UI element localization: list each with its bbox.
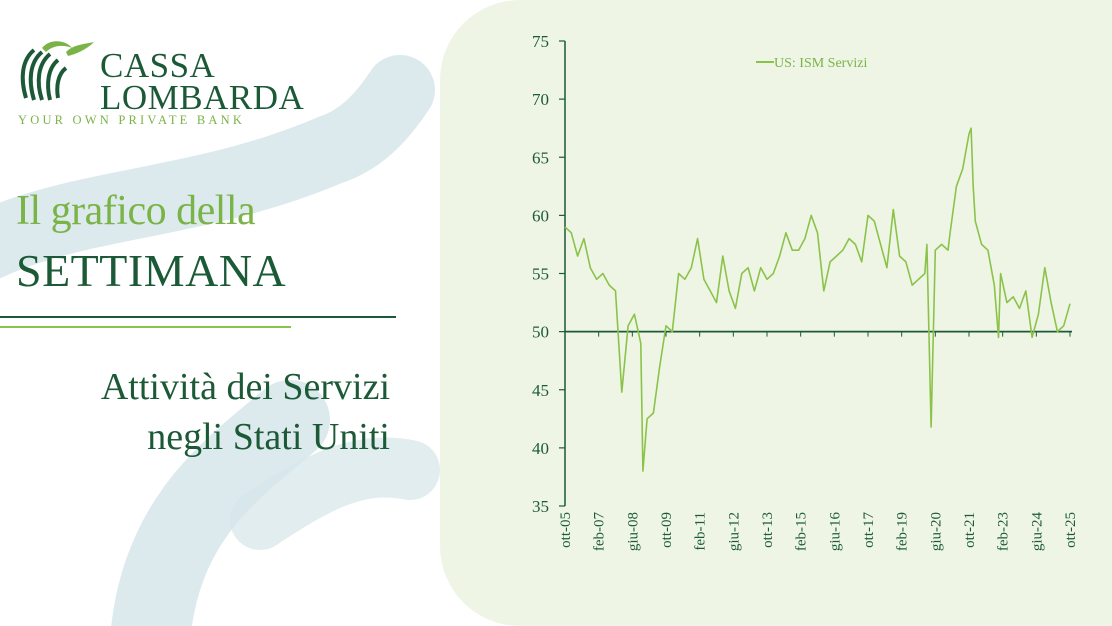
x-tick-label: ott-13: [760, 512, 776, 548]
chart-subject: Attività dei Servizi negli Stati Uniti: [10, 362, 390, 462]
x-tick-label: giu-12: [726, 512, 742, 551]
x-tick-label: feb-11: [693, 512, 709, 551]
x-axis: ott-05 feb-07 giu-08 ott-09 feb-11 giu-12 ott-…: [558, 330, 1079, 552]
x-tick-label: feb-19: [895, 512, 911, 551]
legend-label: US: ISM Servizi: [774, 56, 867, 71]
y-tick-label: 70: [532, 90, 549, 109]
y-tick-label: 50: [532, 323, 549, 342]
x-tick-label: giu-16: [827, 512, 843, 552]
plot-area: [564, 127, 1071, 472]
x-tick-label: ott-09: [659, 512, 675, 548]
subject-line1: Attività dei Servizi: [100, 366, 390, 408]
brand-logo: CASSA LOMBARDA YOUR OWN PRIVATE BANK: [16, 38, 316, 134]
x-tick-label: feb-15: [794, 512, 810, 551]
x-tick-label: giu-20: [928, 512, 944, 551]
x-tick-label: feb-07: [592, 512, 608, 552]
y-tick-label: 35: [532, 497, 549, 516]
brand-name-line1: CASSA: [100, 46, 216, 85]
y-tick-label: 75: [532, 32, 549, 51]
y-tick-label: 55: [532, 265, 549, 284]
y-tick-label: 65: [532, 148, 549, 167]
x-tick-label: ott-17: [861, 512, 877, 548]
y-tick-label: 40: [532, 439, 549, 458]
brand-name-line2: LOMBARDA: [100, 78, 305, 117]
x-tick-label: ott-05: [558, 512, 574, 548]
subject-line2: negli Stati Uniti: [147, 416, 390, 458]
brand-tagline: YOUR OWN PRIVATE BANK: [18, 113, 246, 127]
wheat-logo-icon: [20, 41, 94, 101]
x-tick-label: ott-21: [962, 512, 978, 548]
y-tick-label: 60: [532, 206, 549, 225]
x-tick-label: feb-23: [996, 512, 1012, 551]
x-tick-label: giu-08: [625, 512, 641, 551]
series-line-ism-servizi: [564, 127, 1071, 472]
kicker-title: Il grafico della: [16, 188, 256, 234]
divider-dark: [0, 316, 396, 318]
x-tick-label: giu-24: [1029, 512, 1045, 552]
x-tick-label: ott-25: [1063, 512, 1079, 548]
y-axis: 35 40 45 50 55 60 65 70 75: [532, 32, 566, 516]
headline-title: SETTIMANA: [16, 245, 287, 296]
chart-legend: US: ISM Servizi: [756, 56, 867, 71]
divider-light: [0, 326, 291, 328]
y-tick-label: 45: [532, 381, 549, 400]
